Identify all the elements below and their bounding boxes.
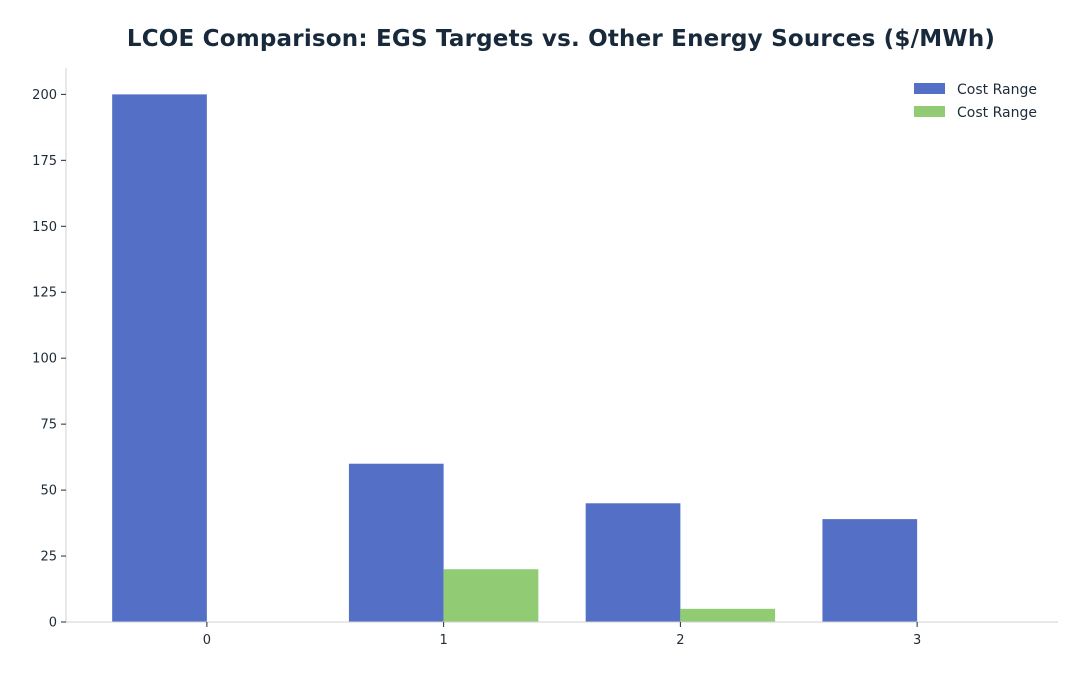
legend: Cost Range Cost Range	[914, 82, 1037, 121]
legend-swatch-2	[914, 106, 945, 117]
legend-label-1: Cost Range	[957, 82, 1037, 98]
y-tick-label: 150	[32, 220, 57, 235]
bar-series2-2	[680, 608, 776, 622]
x-tick-label: 2	[676, 633, 684, 648]
x-tick-label: 0	[203, 633, 211, 648]
y-tick-label: 50	[40, 484, 57, 499]
bar-series1-3	[822, 519, 918, 622]
y-tick-label: 175	[32, 154, 57, 169]
y-tick-label: 0	[49, 616, 57, 631]
axes: 0 25 50 75 100 125 150 175 200 0 1 2 3	[32, 68, 1058, 648]
bar-series1-0	[112, 94, 207, 622]
y-tick-label: 75	[40, 418, 57, 433]
x-tick-label: 3	[913, 633, 921, 648]
y-tick-label: 25	[40, 550, 57, 565]
legend-swatch-1	[914, 83, 945, 94]
chart-title: LCOE Comparison: EGS Targets vs. Other E…	[126, 26, 996, 52]
y-tick-label: 100	[32, 352, 57, 367]
legend-label-2: Cost Range	[957, 105, 1037, 121]
bar-series2-1	[443, 569, 539, 622]
bar-series1-2	[585, 503, 681, 622]
plot-area	[112, 94, 918, 622]
y-tick-label: 200	[32, 88, 57, 103]
y-tick-label: 125	[32, 286, 57, 301]
x-tick-label: 1	[439, 633, 447, 648]
bar-series1-1	[348, 463, 444, 622]
